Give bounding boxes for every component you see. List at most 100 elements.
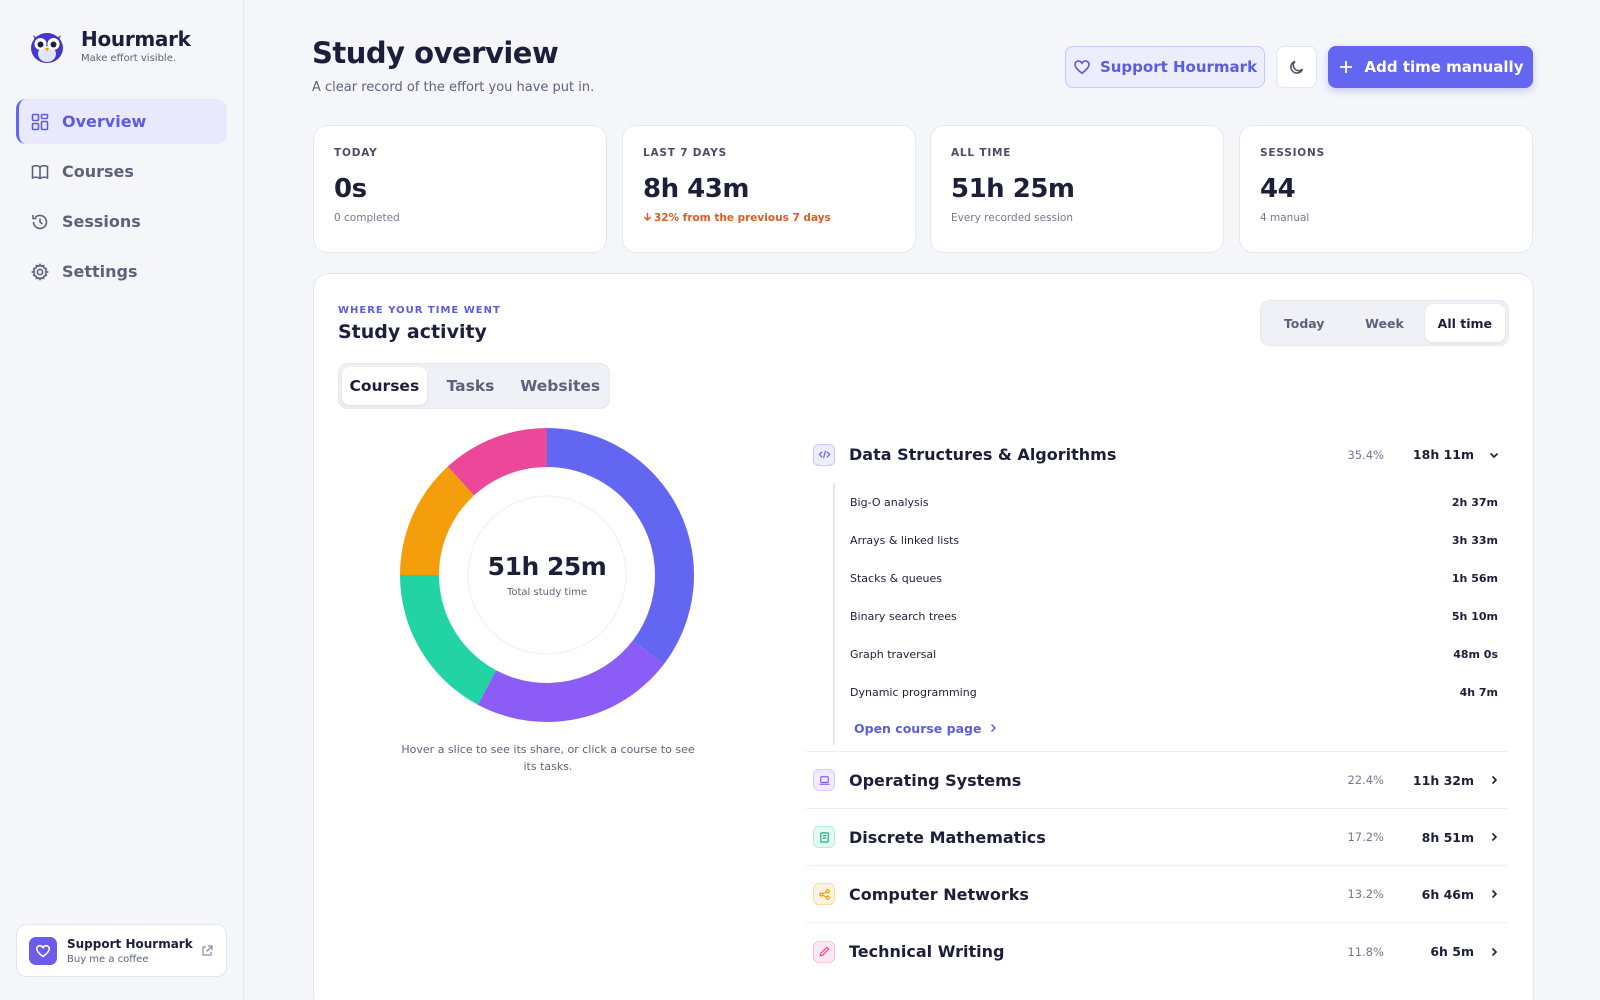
task-time: 5h 10m [1451, 609, 1498, 623]
range-today[interactable]: Today [1283, 315, 1325, 331]
pen-icon [813, 940, 835, 963]
task-time: 48m 0s [1453, 647, 1498, 661]
course-row-discrete-mathematics[interactable]: Discrete Mathematics 17.2% 8h 51m [806, 809, 1508, 866]
add-time-label: Add time manually [1364, 58, 1524, 76]
stat-label: TODAY [334, 147, 378, 159]
sidebar-item-overview[interactable]: Overview [16, 99, 227, 144]
task-row[interactable]: Stacks & queues 1h 56m [850, 559, 1498, 597]
sidebar: Hourmark Make effort visible. Overview C… [0, 0, 244, 1000]
stat-card-last-7-days: LAST 7 DAYS 8h 43m 32% from the previous… [622, 125, 916, 253]
course-time: 11h 32m [1412, 772, 1474, 788]
stat-value: 0s [334, 174, 367, 204]
course-time: 6h 5m [1430, 944, 1474, 959]
donut-slice[interactable] [400, 466, 475, 575]
study-activity-panel: WHERE YOUR TIME WENT Study activity Toda… [313, 273, 1534, 1000]
task-name: Dynamic programming [850, 685, 977, 699]
stat-sub: 4 manual [1260, 212, 1310, 224]
panel-title: Study activity [338, 321, 487, 343]
external-link-icon [202, 944, 213, 956]
chevron-right-icon [991, 723, 997, 733]
course-time: 6h 46m [1421, 886, 1474, 902]
course-list: Data Structures & Algorithms 35.4% 18h 1… [806, 426, 1508, 980]
range-all-time[interactable]: All time [1424, 304, 1505, 342]
stat-label: SESSIONS [1260, 147, 1325, 159]
donut-slice[interactable] [547, 428, 694, 665]
task-row[interactable]: Graph traversal 48m 0s [850, 635, 1498, 673]
sidebar-nav: Overview Courses Sessions Settings [16, 99, 227, 299]
chevron-right-icon [1480, 888, 1508, 900]
tab-tasks[interactable]: Tasks [446, 377, 495, 395]
course-row-operating-systems[interactable]: Operating Systems 22.4% 11h 32m [806, 752, 1508, 809]
theme-toggle-button[interactable] [1276, 46, 1317, 88]
support-card-subtitle: Buy me a coffee [67, 953, 149, 965]
stat-card-today: TODAY 0s 0 completed [313, 125, 607, 253]
brand-tagline: Make effort visible. [81, 52, 177, 64]
course-name: Discrete Mathematics [849, 827, 1046, 847]
arrow-down-icon [643, 212, 652, 222]
course-row-dsa[interactable]: Data Structures & Algorithms 35.4% 18h 1… [806, 426, 1508, 483]
sidebar-item-courses[interactable]: Courses [16, 149, 227, 194]
open-course-page-label: Open course page [854, 720, 982, 736]
stat-value: 51h 25m [951, 174, 1075, 204]
sidebar-item-settings[interactable]: Settings [16, 249, 227, 294]
chevron-right-icon [1480, 946, 1508, 958]
donut-slice[interactable] [400, 575, 497, 705]
task-row[interactable]: Big-O analysis 2h 37m [850, 483, 1498, 521]
task-row[interactable]: Arrays & linked lists 3h 33m [850, 521, 1498, 559]
add-time-button[interactable]: Add time manually [1328, 46, 1533, 88]
donut-svg [400, 428, 694, 722]
stat-label: LAST 7 DAYS [643, 147, 727, 159]
stat-label: ALL TIME [951, 147, 1012, 159]
donut-chart: 51h 25m Total study time [400, 428, 694, 722]
sidebar-item-sessions[interactable]: Sessions [16, 199, 227, 244]
range-week[interactable]: Week [1365, 315, 1404, 331]
task-row[interactable]: Binary search trees 5h 10m [850, 597, 1498, 635]
course-name: Data Structures & Algorithms [849, 445, 1117, 464]
task-name: Stacks & queues [850, 571, 942, 585]
course-percent: 17.2% [1347, 830, 1384, 844]
laptop-icon [813, 769, 835, 791]
page-title: Study overview [312, 36, 559, 70]
owl-logo-icon [31, 33, 63, 63]
course-row-computer-networks[interactable]: Computer Networks 13.2% 6h 46m [806, 866, 1508, 923]
course-percent: 11.8% [1347, 944, 1384, 959]
sidebar-item-label: Settings [62, 262, 138, 281]
chevron-down-icon [1480, 449, 1508, 461]
brand-name: Hourmark [81, 26, 191, 51]
course-percent: 13.2% [1347, 887, 1384, 901]
support-button-label: Support Hourmark [1099, 58, 1258, 76]
open-course-page-link[interactable]: Open course page [850, 711, 1498, 745]
chevron-right-icon [1480, 831, 1508, 843]
stat-value: 8h 43m [643, 174, 749, 204]
page-subtitle: A clear record of the effort you have pu… [312, 80, 595, 95]
task-name: Big-O analysis [850, 495, 929, 509]
donut-slice[interactable] [477, 640, 664, 722]
course-row-technical-writing[interactable]: Technical Writing 11.8% 6h 5m [806, 923, 1508, 980]
stat-card-all-time: ALL TIME 51h 25m Every recorded session [930, 125, 1224, 253]
gear-icon [31, 262, 49, 281]
support-button[interactable]: Support Hourmark [1065, 46, 1265, 88]
chevron-right-icon [1480, 774, 1508, 786]
sidebar-item-label: Courses [62, 162, 134, 181]
total-time: 51h 25m [487, 552, 607, 581]
task-time: 2h 37m [1451, 495, 1498, 509]
heart-icon [1074, 60, 1090, 75]
tab-websites[interactable]: Websites [520, 377, 601, 395]
task-name: Graph traversal [850, 647, 937, 661]
course-percent: 35.4% [1347, 447, 1384, 462]
stat-trend-text: 32% from the previous 7 days [654, 212, 831, 224]
donut-slice[interactable] [447, 428, 547, 496]
code-icon [813, 443, 835, 466]
sidebar-support-card[interactable]: Support Hourmark Buy me a coffee [16, 924, 227, 977]
brand[interactable]: Hourmark Make effort visible. [28, 26, 191, 64]
stat-trend: 32% from the previous 7 days [643, 212, 895, 224]
stat-sub: 0 completed [334, 212, 400, 224]
tab-courses[interactable]: Courses [342, 367, 427, 405]
stat-card-sessions: SESSIONS 44 4 manual [1239, 125, 1533, 253]
plus-icon [1339, 61, 1352, 73]
heart-icon [29, 936, 57, 965]
task-time: 4h 7m [1459, 685, 1498, 699]
panel-eyebrow: WHERE YOUR TIME WENT [338, 305, 501, 316]
task-row[interactable]: Dynamic programming 4h 7m [850, 673, 1498, 711]
course-name: Operating Systems [849, 770, 1022, 790]
